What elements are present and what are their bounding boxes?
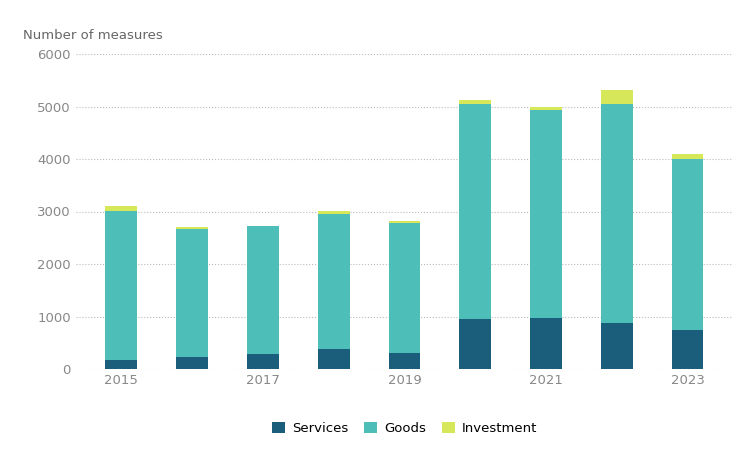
- Bar: [318, 214, 349, 349]
- Bar: [389, 221, 420, 223]
- Bar: [176, 227, 208, 230]
- Bar: [530, 318, 562, 369]
- Bar: [460, 319, 491, 369]
- Bar: [460, 100, 491, 104]
- Bar: [530, 110, 562, 318]
- Bar: [106, 212, 138, 360]
- Bar: [389, 353, 420, 369]
- Bar: [671, 154, 703, 159]
- Bar: [601, 90, 633, 104]
- Bar: [106, 360, 138, 369]
- Legend: Services, Goods, Investment: Services, Goods, Investment: [267, 417, 542, 440]
- Bar: [601, 323, 633, 369]
- Bar: [176, 230, 208, 357]
- Bar: [176, 357, 208, 369]
- Bar: [460, 104, 491, 319]
- Bar: [106, 206, 138, 212]
- Bar: [671, 159, 703, 330]
- Bar: [389, 223, 420, 353]
- Bar: [318, 349, 349, 369]
- Bar: [318, 212, 349, 214]
- Text: Number of measures: Number of measures: [23, 29, 163, 42]
- Bar: [247, 226, 279, 354]
- Bar: [247, 354, 279, 369]
- Bar: [671, 330, 703, 369]
- Bar: [601, 104, 633, 323]
- Bar: [530, 107, 562, 110]
